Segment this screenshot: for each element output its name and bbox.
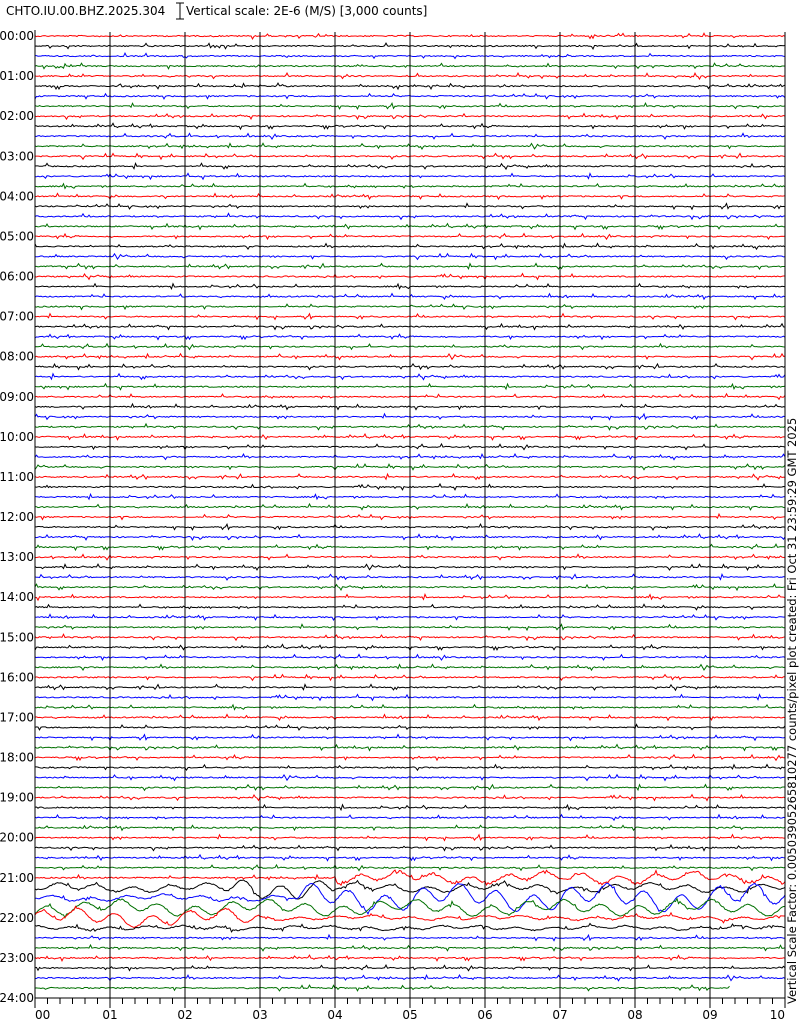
hour-label: 10:00 <box>0 430 34 444</box>
hour-label: 19:00 <box>0 791 34 805</box>
hour-label: 03:00 <box>0 149 34 163</box>
station-title: CHTO.IU.00.BHZ.2025.304 <box>6 4 166 18</box>
hour-label: 08:00 <box>0 350 34 364</box>
minute-tick-label: 02 <box>177 1008 192 1022</box>
hour-label: 21:00 <box>0 871 34 885</box>
hour-label: 22:00 <box>0 911 34 925</box>
hour-label: 05:00 <box>0 229 34 243</box>
minute-tick-label: 06 <box>477 1008 492 1022</box>
hour-label: 07:00 <box>0 310 34 324</box>
minute-tick-label: 05 <box>402 1008 417 1022</box>
hour-label: 15:00 <box>0 630 34 644</box>
hour-label: 04:00 <box>0 189 34 203</box>
hour-label: 11:00 <box>0 470 34 484</box>
hour-label: 13:00 <box>0 550 34 564</box>
hour-label: 01:00 <box>0 69 34 83</box>
hour-label: 00:00 <box>0 29 34 43</box>
hour-label: 14:00 <box>0 590 34 604</box>
hour-label: 06:00 <box>0 270 34 284</box>
hour-label: 12:00 <box>0 510 34 524</box>
minute-tick-label: 00 <box>35 1008 50 1022</box>
hour-label: 23:00 <box>0 951 34 965</box>
minute-tick-label: 10 <box>770 1008 785 1022</box>
seismic-trace <box>34 984 730 992</box>
hour-label: 17:00 <box>0 710 34 724</box>
hour-label: 24:00 <box>0 991 34 1005</box>
hour-label: 09:00 <box>0 390 34 404</box>
minute-tick-label: 01 <box>102 1008 117 1022</box>
minute-tick-label: 09 <box>702 1008 717 1022</box>
scale-bar-icon <box>176 2 184 20</box>
hour-label: 20:00 <box>0 831 34 845</box>
minute-tick-label: 04 <box>327 1008 342 1022</box>
minute-tick-label: 08 <box>627 1008 642 1022</box>
hour-label: 18:00 <box>0 751 34 765</box>
vertical-scale-label: Vertical scale: 2E-6 (M/S) [3,000 counts… <box>186 4 428 18</box>
minute-tick-label: 03 <box>252 1008 267 1022</box>
hour-label: 02:00 <box>0 109 34 123</box>
hour-label: 16:00 <box>0 670 34 684</box>
minute-tick-label: 07 <box>552 1008 567 1022</box>
